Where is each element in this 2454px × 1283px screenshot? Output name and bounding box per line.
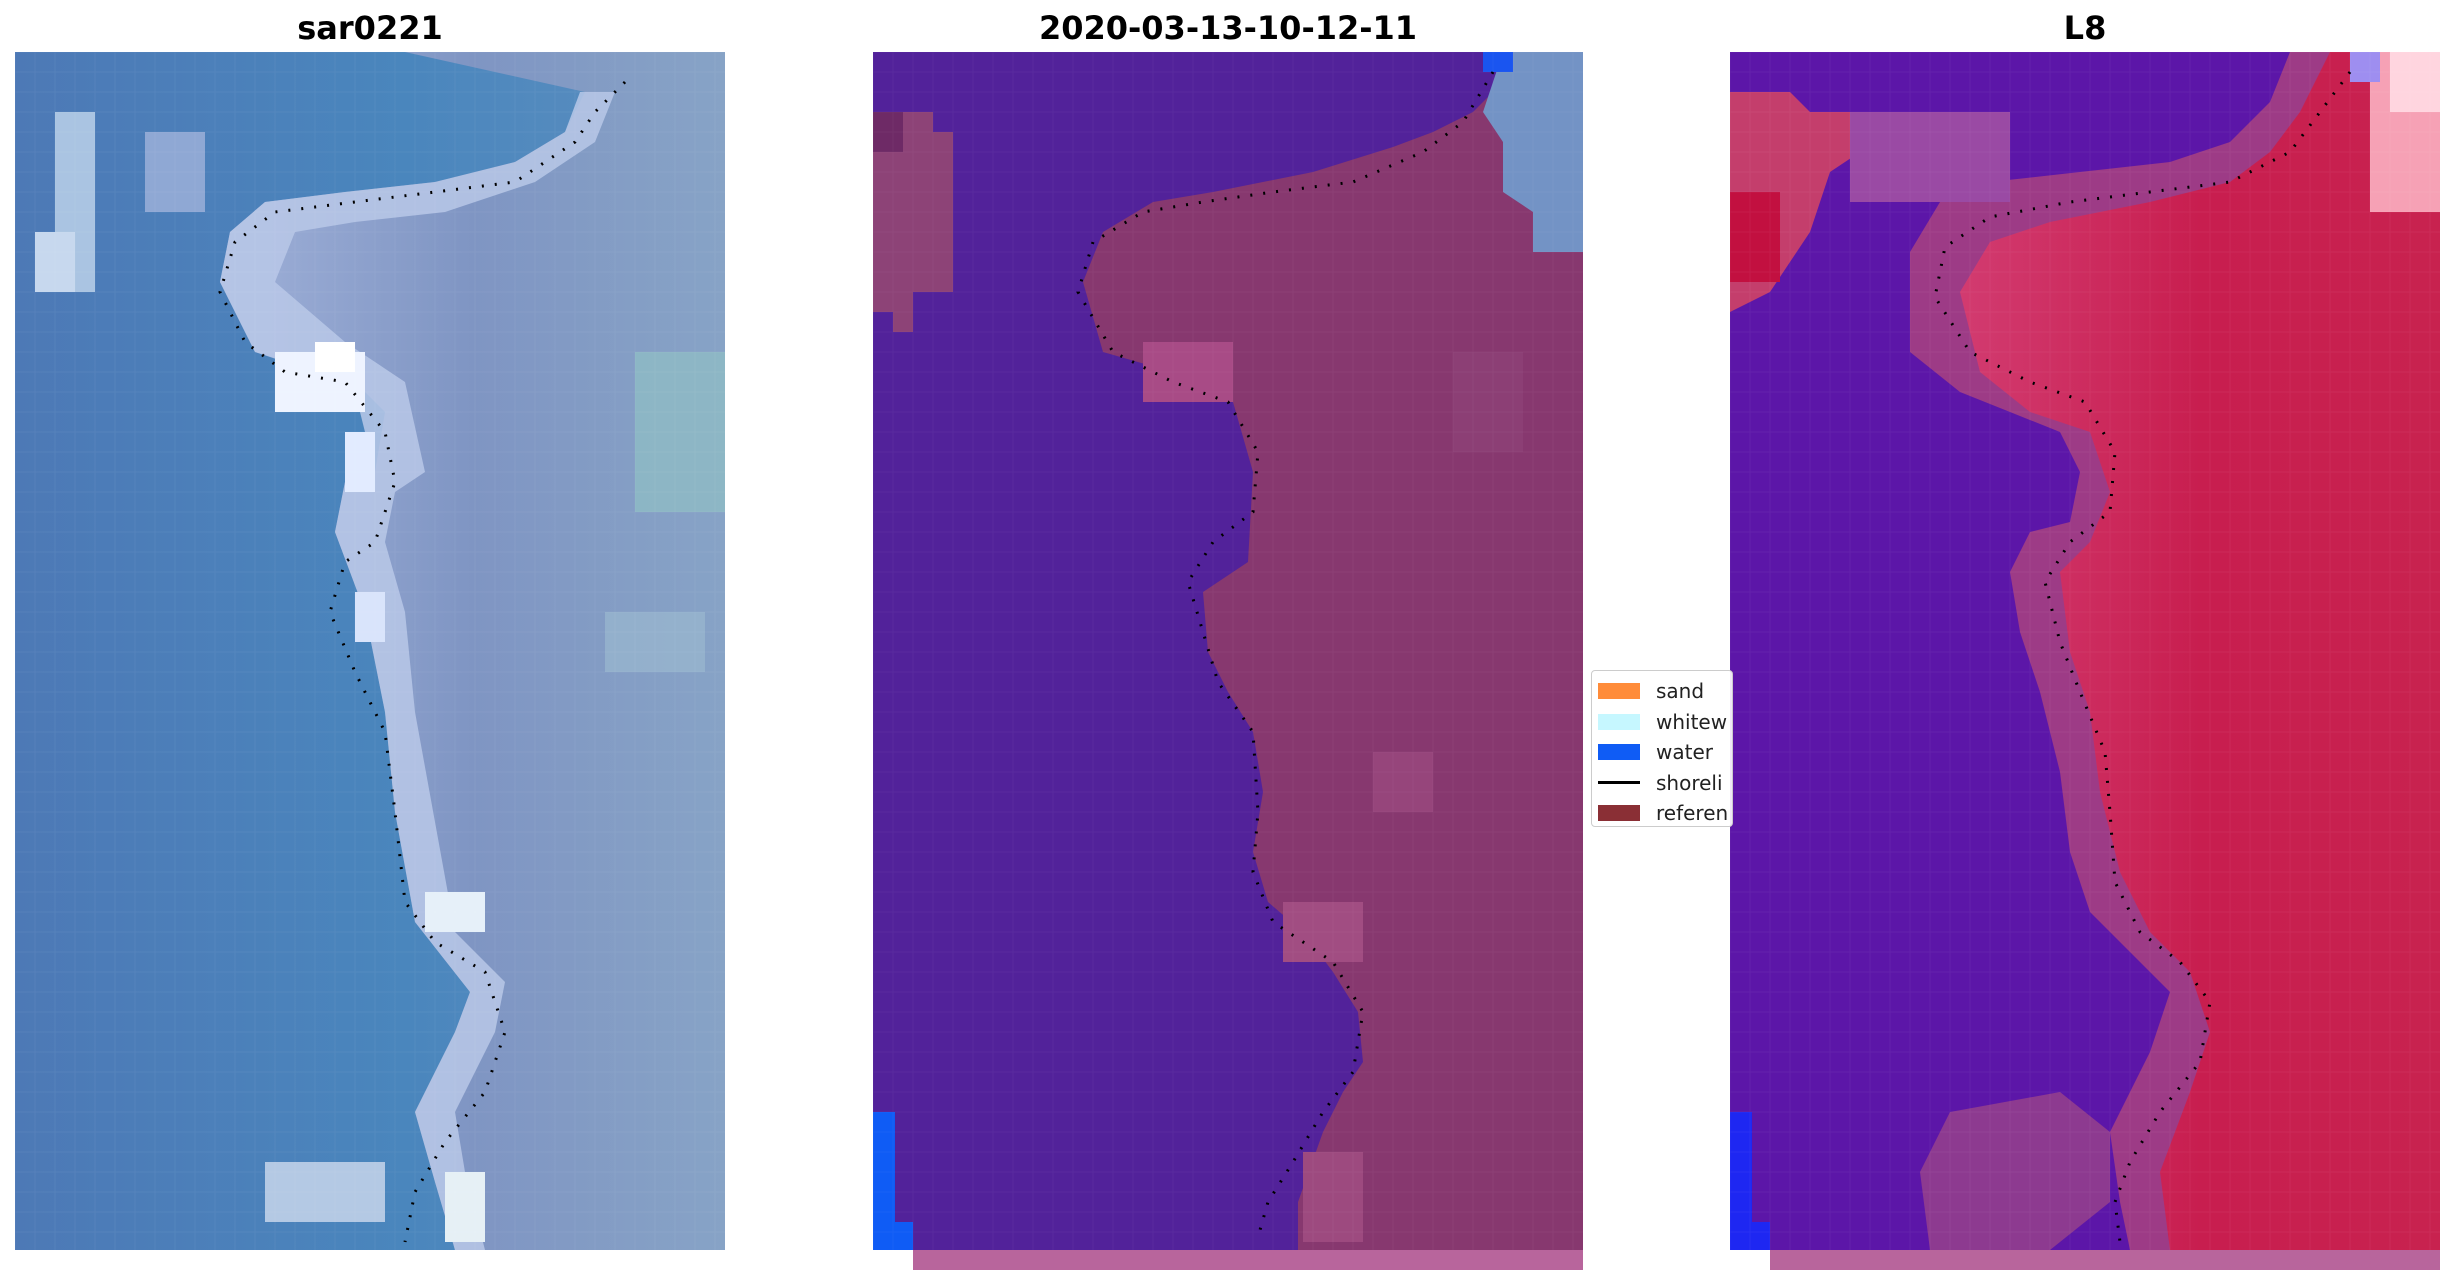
shoreline-line [1076, 71, 1495, 1238]
legend-label-reference: referen [1656, 801, 1729, 826]
legend-swatch-shoreline [1598, 781, 1640, 785]
panel-title-rgb: sar0221 [297, 9, 443, 47]
legend-item-shoreline: shoreli [1592, 768, 1732, 799]
legend: sand whitew water shoreli referen [1591, 670, 1733, 827]
legend-swatch-water [1598, 744, 1640, 761]
rgb-image-panel [15, 52, 725, 1270]
classification-image [873, 52, 1583, 1270]
legend-label-shoreline: shoreli [1656, 770, 1723, 795]
legend-item-whitewater: whitew [1592, 707, 1732, 738]
rgb-image [15, 52, 725, 1250]
legend-item-reference: referen [1592, 798, 1732, 826]
index-image-panel [1730, 52, 2440, 1270]
legend-item-sand: sand [1592, 676, 1732, 707]
classification-image-panel [873, 52, 1583, 1270]
panel-title-classification: 2020-03-13-10-12-11 [1038, 9, 1418, 47]
index-image [1730, 52, 2440, 1270]
legend-label-sand: sand [1656, 679, 1705, 704]
legend-label-water: water [1656, 740, 1713, 765]
legend-item-water: water [1592, 737, 1732, 768]
legend-label-whitewater: whitew [1656, 709, 1728, 734]
legend-swatch-reference [1598, 805, 1640, 822]
legend-swatch-whitewater [1598, 713, 1640, 730]
legend-swatch-sand [1598, 683, 1640, 700]
panel-title-ndwi: L8 [2063, 9, 2107, 47]
